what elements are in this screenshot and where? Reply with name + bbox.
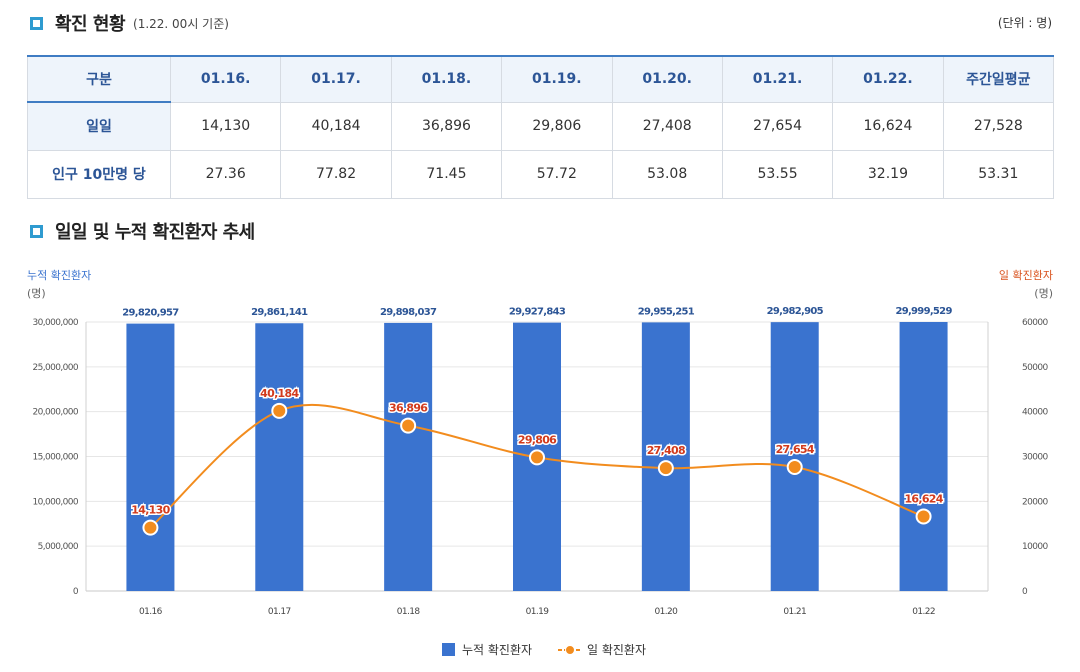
- right-tick-label: 50000: [1022, 363, 1049, 373]
- legend-line-label: 일 확진환자: [587, 643, 646, 657]
- bar-data-label: 29,982,905: [767, 306, 824, 317]
- x-tick-label: 01.18: [397, 607, 421, 617]
- bar-data-label: 29,927,843: [509, 307, 566, 318]
- table-cell: 53.31: [942, 149, 1055, 199]
- status-table: 구분 01.16. 01.17. 01.18. 01.19. 01.20. 01…: [27, 55, 1055, 199]
- daily-cases-point: [786, 459, 803, 476]
- line-data-label: 29,806: [518, 433, 557, 446]
- bar-cumulative: [899, 322, 948, 591]
- header-cell: 01.17.: [280, 55, 392, 103]
- section-title-status: 확진 현황 (1.22. 00시 기준): [30, 10, 229, 36]
- left-tick-label: 0: [73, 587, 79, 597]
- left-axis-title: 누적 확진환자: [27, 269, 91, 282]
- square-bullet-icon: [30, 224, 43, 238]
- daily-cases-point: [657, 460, 674, 477]
- right-axis-unit: (명): [1034, 287, 1053, 300]
- right-tick-label: 20000: [1022, 497, 1049, 507]
- line-data-label: 36,896: [389, 402, 428, 415]
- right-tick-label: 60000: [1022, 318, 1049, 328]
- right-tick-label: 0: [1022, 587, 1028, 597]
- row-label: 인구 10만명 당: [27, 149, 171, 199]
- header-cell: 01.20.: [611, 55, 723, 103]
- x-tick-label: 01.17: [268, 607, 291, 617]
- section-subtitle: (1.22. 00시 기준): [133, 16, 229, 31]
- left-tick-label: 20,000,000: [32, 408, 78, 418]
- bar-cumulative: [770, 322, 819, 591]
- table-cell: 36,896: [390, 101, 503, 151]
- left-axis-unit: (명): [27, 287, 46, 300]
- bar-data-label: 29,898,037: [380, 307, 437, 318]
- section-title-text: 확진 현황: [55, 14, 126, 35]
- legend-bar-label: 누적 확진환자: [462, 643, 532, 657]
- right-tick-label: 40000: [1022, 408, 1049, 418]
- line-data-label: 27,408: [647, 444, 685, 457]
- line-data-label: 27,654: [776, 443, 815, 456]
- right-tick-label: 10000: [1022, 542, 1049, 552]
- left-tick-label: 30,000,000: [32, 318, 78, 328]
- section-title-trend: 일일 및 누적 확진환자 추세: [30, 218, 255, 244]
- bar-cumulative: [641, 322, 690, 591]
- header-cell: 01.21.: [721, 55, 834, 103]
- header-cell: 01.19.: [501, 55, 613, 103]
- x-tick-label: 01.16: [139, 607, 163, 617]
- header-cell: 01.16.: [169, 55, 282, 103]
- legend-line-marker: [565, 645, 575, 655]
- table-cell: 32.19: [832, 149, 944, 199]
- table-cell: 14,130: [169, 101, 282, 151]
- daily-cases-point: [142, 519, 159, 536]
- daily-cases-point: [915, 508, 932, 525]
- table-row: 일일 14,130 40,184 36,896 29,806 27,408 27…: [27, 101, 1055, 151]
- bar-data-label: 29,999,529: [895, 306, 952, 317]
- right-tick-label: 30000: [1022, 453, 1049, 463]
- square-bullet-icon: [30, 16, 43, 30]
- bar-data-label: 29,861,141: [251, 307, 308, 318]
- left-tick-label: 25,000,000: [32, 363, 78, 373]
- left-tick-label: 5,000,000: [38, 542, 79, 552]
- right-axis-title: 일 확진환자: [999, 268, 1053, 282]
- row-label: 일일: [27, 101, 171, 151]
- bar-cumulative: [255, 323, 304, 591]
- daily-cases-point: [400, 417, 417, 434]
- unit-label: (단위 : 명): [997, 16, 1052, 30]
- x-tick-label: 01.21: [783, 607, 806, 617]
- daily-cases-point: [529, 449, 545, 466]
- header-cell: 주간일평균: [942, 55, 1055, 103]
- table-cell: 53.08: [611, 149, 723, 199]
- x-tick-label: 01.22: [912, 607, 935, 617]
- bar-data-label: 29,820,957: [122, 308, 179, 319]
- table-cell: 27,408: [611, 101, 723, 151]
- legend-bar-swatch: [442, 643, 455, 656]
- bar-data-label: 29,955,251: [638, 306, 695, 317]
- table-cell: 71.45: [390, 149, 503, 199]
- line-data-label: 14,130: [131, 504, 170, 517]
- table-cell: 57.72: [501, 149, 613, 199]
- table-cell: 27.36: [169, 149, 282, 199]
- bar-cumulative: [126, 323, 175, 591]
- table-row: 인구 10만명 당 27.36 77.82 71.45 57.72 53.08 …: [27, 149, 1055, 199]
- daily-cases-point: [271, 402, 288, 419]
- x-tick-label: 01.20: [654, 607, 678, 617]
- section-title-text: 일일 및 누적 확진환자 추세: [55, 222, 255, 243]
- header-cell: 구분: [27, 55, 171, 103]
- x-tick-label: 01.19: [526, 607, 550, 617]
- left-tick-label: 10,000,000: [32, 497, 78, 507]
- table-cell: 40,184: [280, 101, 392, 151]
- table-cell: 53.55: [721, 149, 834, 199]
- bar-cumulative: [384, 322, 433, 591]
- left-tick-label: 15,000,000: [32, 453, 78, 463]
- line-data-label: 16,624: [904, 492, 943, 505]
- line-data-label: 40,184: [260, 387, 299, 400]
- table-header-row: 구분 01.16. 01.17. 01.18. 01.19. 01.20. 01…: [27, 55, 1055, 103]
- table-cell: 27,654: [721, 101, 834, 151]
- table-cell: 29,806: [501, 101, 613, 151]
